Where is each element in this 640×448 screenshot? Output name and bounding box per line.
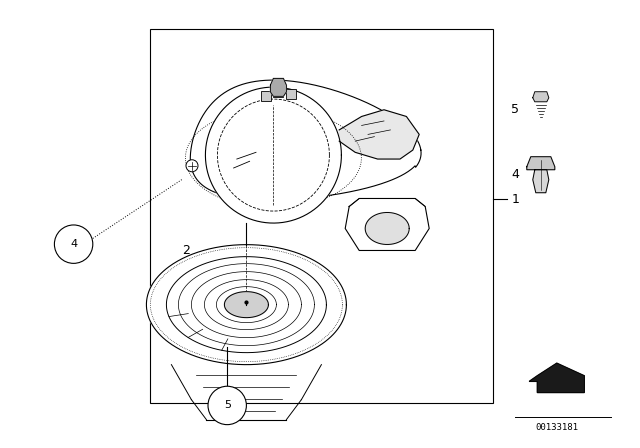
Text: 4: 4	[511, 168, 519, 181]
Circle shape	[208, 386, 246, 425]
Polygon shape	[339, 110, 419, 159]
Text: 5: 5	[511, 103, 519, 116]
Circle shape	[186, 160, 198, 172]
Polygon shape	[147, 245, 346, 365]
Text: 1: 1	[512, 193, 520, 206]
Bar	[150, 29, 493, 403]
Polygon shape	[345, 198, 429, 250]
Polygon shape	[205, 87, 341, 223]
Text: 4: 4	[70, 239, 77, 249]
Polygon shape	[529, 363, 584, 392]
Polygon shape	[532, 170, 548, 193]
Bar	[260, 91, 271, 101]
Polygon shape	[365, 212, 409, 245]
Polygon shape	[225, 292, 268, 318]
Bar	[286, 89, 296, 99]
Circle shape	[54, 225, 93, 263]
Text: 5: 5	[224, 401, 230, 410]
Bar	[273, 87, 284, 97]
Polygon shape	[270, 78, 287, 96]
Text: 3: 3	[396, 211, 403, 224]
Text: 00133181: 00133181	[535, 423, 579, 432]
Text: 2: 2	[182, 244, 190, 258]
Polygon shape	[527, 157, 555, 170]
Polygon shape	[532, 92, 548, 102]
